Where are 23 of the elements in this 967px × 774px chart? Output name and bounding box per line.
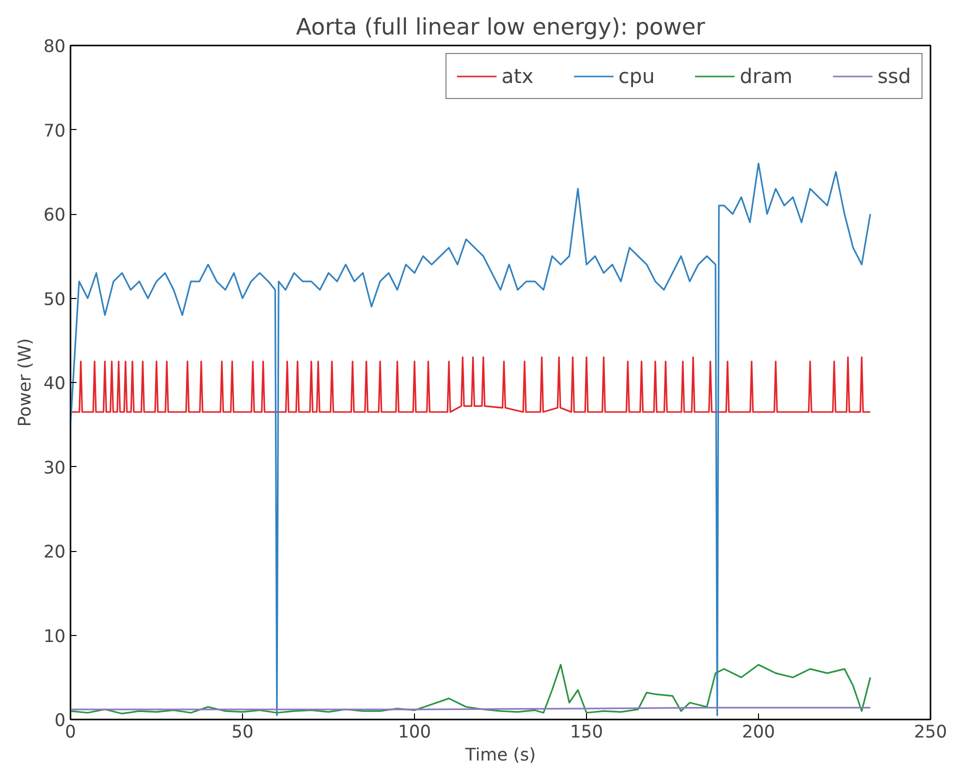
y-axis-title: Power (W) xyxy=(15,338,36,427)
x-axis-title: Time (s) xyxy=(464,746,536,766)
x-tick-label: 50 xyxy=(231,722,254,742)
y-tick-label: 70 xyxy=(43,121,66,142)
line-series xyxy=(70,664,872,714)
chart-title: Aorta (full linear low energy): power xyxy=(296,14,706,40)
y-tick-label: 80 xyxy=(43,37,66,57)
line-series xyxy=(70,162,872,716)
legend-label: dram xyxy=(740,64,792,88)
y-tick-label: 20 xyxy=(43,542,66,562)
y-tick-label: 40 xyxy=(43,374,66,394)
legend-label: cpu xyxy=(618,64,655,88)
x-tick-label: 150 xyxy=(570,722,604,742)
x-tick-label: 200 xyxy=(742,722,776,742)
legend-label: atx xyxy=(501,64,534,88)
y-tick-label: 10 xyxy=(43,626,66,647)
x-tick-label: 100 xyxy=(398,722,432,742)
legend-label: ssd xyxy=(877,64,911,88)
y-tick-label: 60 xyxy=(43,206,66,226)
y-tick-label: 30 xyxy=(43,458,66,478)
y-tick-label: 50 xyxy=(43,290,66,310)
x-tick-label: 250 xyxy=(914,722,948,742)
line-series xyxy=(70,356,872,413)
